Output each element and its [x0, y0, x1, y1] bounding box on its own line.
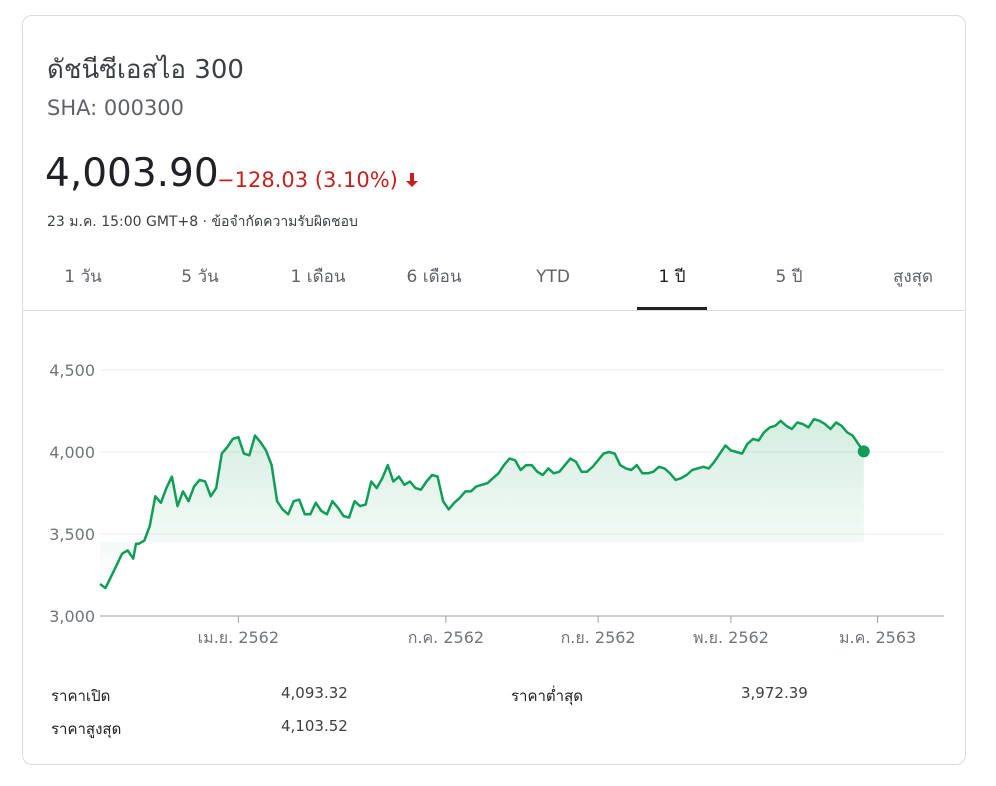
x-tick-label: ก.ค. 2562	[408, 628, 484, 647]
tab-ytd[interactable]: YTD	[536, 267, 570, 287]
y-tick-label: 3,500	[49, 525, 95, 544]
price-line	[99, 417, 865, 590]
arrow-down-icon	[405, 173, 418, 187]
disclaimer-link[interactable]: ข้อจำกัดความรับผิดชอบ	[211, 214, 358, 230]
last-price-marker	[857, 445, 870, 458]
tab-1-day[interactable]: 1 วัน	[64, 267, 102, 287]
high-label: ราคาสูงสุด	[51, 720, 122, 738]
ticker-symbol: SHA: 000300	[47, 96, 185, 120]
x-tick-label: ม.ค. 2563	[839, 628, 916, 647]
tab-1-year[interactable]: 1 ปี	[637, 254, 707, 310]
separator: ·	[202, 214, 208, 230]
y-tick-label: 4,000	[49, 443, 95, 462]
price-change: −128.03 (3.10%)	[217, 168, 420, 192]
x-tick-label: เม.ย. 2562	[198, 628, 279, 647]
stock-card: ดัชนีซีเอสไอ 300 SHA: 000300 4,003.90 −1…	[22, 15, 966, 765]
tab-5-days[interactable]: 5 วัน	[181, 267, 219, 287]
high-value: 4,103.52	[281, 717, 348, 735]
low-value: 3,972.39	[741, 684, 808, 702]
y-tick-label: 4,500	[49, 361, 95, 380]
open-value: 4,093.32	[281, 684, 348, 702]
x-tick-label: พ.ย. 2562	[693, 628, 769, 647]
timestamp-line: 23 ม.ค. 15:00 GMT+8 · ข้อจำกัดความรับผิด…	[47, 211, 358, 233]
timestamp: 23 ม.ค. 15:00 GMT+8	[47, 214, 199, 230]
x-tick-label: ก.ย. 2562	[561, 628, 636, 647]
tab-max[interactable]: สูงสุด	[892, 267, 934, 287]
tab-6-months[interactable]: 6 เดือน	[406, 267, 462, 287]
low-label: ราคาต่ำสุด	[511, 687, 583, 705]
current-price: 4,003.90	[45, 151, 219, 196]
range-tabs: 1 วัน 5 วัน 1 เดือน 6 เดือน YTD 1 ปี 5 ป…	[23, 254, 965, 311]
tab-1-month[interactable]: 1 เดือน	[290, 267, 346, 287]
tab-5-years[interactable]: 5 ปี	[775, 267, 803, 287]
y-tick-label: 3,000	[49, 607, 95, 626]
price-change-text: −128.03 (3.10%)	[217, 168, 398, 192]
index-title: ดัชนีซีเอสไอ 300	[47, 55, 244, 85]
open-label: ราคาเปิด	[51, 687, 111, 705]
price-area-fill	[100, 419, 864, 589]
